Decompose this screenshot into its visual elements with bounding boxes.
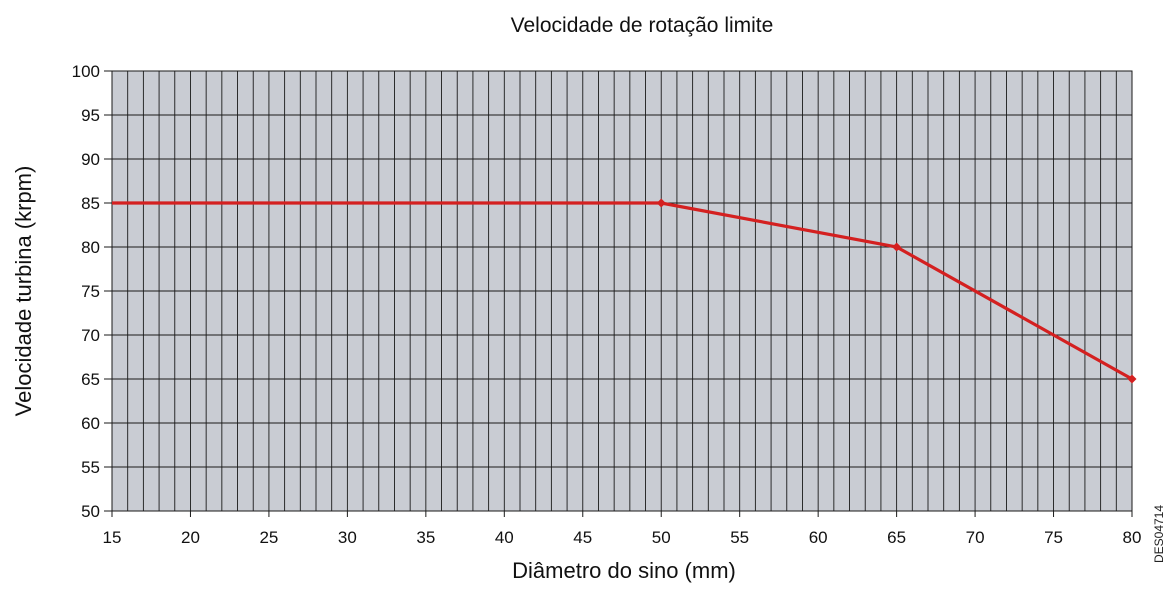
data-point-marker [892,242,902,252]
x-tick-label: 15 [103,528,122,547]
x-tick-label: 80 [1123,528,1142,547]
chart-title: Velocidade de rotação limite [511,14,774,37]
y-tick-label: 60 [81,414,100,433]
x-tick-label: 35 [416,528,435,547]
x-tick-label: 75 [1044,528,1063,547]
y-tick-label: 50 [81,502,100,521]
y-tick-label: 55 [81,458,100,477]
x-tick-label: 45 [573,528,592,547]
y-tick-label: 100 [72,62,100,81]
y-tick-label: 80 [81,238,100,257]
x-axis-label: Diâmetro do sino (mm) [512,558,736,583]
drawing-code-label: DES04714 [1152,505,1166,563]
y-axis-label: Velocidade turbina (krpm) [11,166,36,417]
x-tick-label: 65 [887,528,906,547]
y-axis-ticks: 50 55 60 65 70 75 80 85 90 95 100 [72,62,112,521]
x-axis-ticks: 15 20 25 30 35 40 45 50 55 60 65 70 75 80 [103,511,1142,547]
y-tick-label: 75 [81,282,100,301]
x-tick-label: 40 [495,528,514,547]
x-tick-label: 30 [338,528,357,547]
y-tick-label: 85 [81,194,100,213]
x-tick-label: 25 [259,528,278,547]
x-tick-label: 50 [652,528,671,547]
x-tick-label: 55 [730,528,749,547]
data-point-marker [1127,374,1137,384]
x-tick-label: 20 [181,528,200,547]
x-tick-label: 70 [966,528,985,547]
data-point-marker [656,198,666,208]
series-line [112,201,1133,381]
x-tick-label: 60 [809,528,828,547]
y-tick-label: 70 [81,326,100,345]
y-tick-label: 90 [81,150,100,169]
y-tick-label: 65 [81,370,100,389]
y-tick-label: 95 [81,106,100,125]
series-layer [112,198,1137,384]
